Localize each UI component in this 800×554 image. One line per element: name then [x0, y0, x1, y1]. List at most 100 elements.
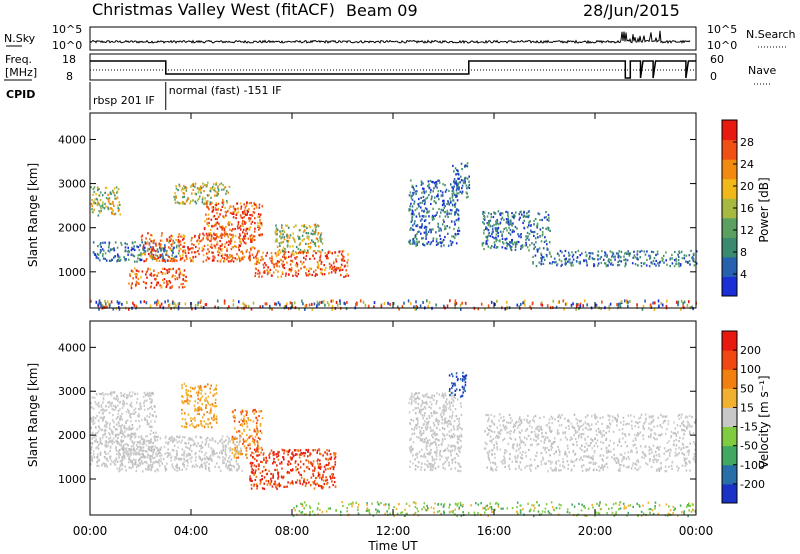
data-cell [105, 259, 108, 262]
data-cell [242, 212, 244, 215]
data-cell [319, 476, 321, 479]
data-cell [279, 251, 282, 254]
data-cell [118, 425, 120, 428]
data-cell [240, 242, 242, 245]
data-cell [650, 303, 652, 307]
data-cell [113, 256, 115, 259]
data-cell [102, 201, 104, 204]
data-cell [135, 305, 138, 309]
nsky-trace [89, 30, 691, 45]
data-cell [134, 272, 136, 275]
data-cell [320, 271, 323, 274]
data-cell [450, 401, 453, 404]
data-cell [225, 233, 227, 236]
data-cell [204, 220, 206, 223]
data-cell [274, 461, 276, 464]
data-cell [609, 250, 612, 253]
data-cell [132, 254, 135, 257]
data-cell [486, 235, 489, 238]
data-cell [198, 450, 201, 453]
data-cell [661, 257, 663, 260]
data-cell [232, 260, 235, 263]
data-cell [442, 405, 444, 408]
data-cell [333, 465, 335, 469]
data-cell [223, 227, 225, 230]
data-cell [534, 237, 537, 240]
colorbar-tick-label: 16 [740, 202, 754, 215]
data-cell [333, 480, 336, 484]
data-cell [441, 438, 444, 441]
data-cell [419, 408, 421, 411]
data-cell [245, 446, 248, 450]
data-cell [568, 261, 571, 264]
data-cell [224, 445, 227, 448]
data-cell [243, 203, 245, 206]
data-cell [129, 414, 131, 417]
data-cell [526, 215, 528, 218]
data-cell [627, 304, 629, 308]
data-cell [242, 224, 244, 228]
data-cell [451, 241, 454, 244]
data-cell [213, 194, 216, 197]
freq-frame [89, 53, 697, 81]
data-cell [410, 179, 412, 182]
data-cell [513, 241, 516, 244]
data-cell [314, 230, 317, 233]
data-cell [217, 254, 220, 257]
data-cell [158, 452, 160, 455]
data-cell [156, 303, 158, 307]
data-cell [259, 429, 262, 433]
data-cell [92, 422, 95, 425]
data-cell [458, 181, 461, 184]
data-cell [453, 182, 456, 185]
data-cell [691, 305, 693, 309]
data-cell [457, 469, 459, 472]
data-cell [100, 242, 102, 245]
data-cell [142, 395, 145, 398]
data-cell [460, 465, 462, 468]
data-cell [252, 452, 255, 455]
data-cell [320, 300, 323, 304]
data-cell [96, 461, 98, 464]
data-cell [593, 264, 596, 267]
data-cell [546, 255, 548, 258]
data-cell [468, 180, 470, 183]
data-cell [225, 439, 227, 442]
data-cell [271, 257, 273, 260]
data-cell [91, 431, 94, 434]
data-cell [149, 245, 152, 249]
data-cell [201, 389, 203, 392]
data-cell [235, 456, 238, 459]
data-cell [446, 213, 448, 216]
data-cell [411, 216, 413, 219]
data-cell [506, 244, 508, 248]
data-cell [185, 388, 187, 391]
data-cell [109, 436, 112, 439]
data-cell [496, 238, 498, 241]
data-cell [231, 212, 233, 215]
data-cell [454, 408, 457, 411]
data-cell [118, 422, 120, 425]
data-cell [133, 255, 136, 258]
data-cell [169, 259, 172, 262]
data-cell [564, 260, 567, 263]
data-cell [128, 428, 130, 431]
data-cell [481, 244, 484, 247]
data-cell [116, 440, 118, 443]
data-cell [130, 438, 132, 441]
data-cell [200, 392, 202, 395]
data-cell [206, 221, 209, 224]
data-cell [126, 402, 128, 405]
data-cell [441, 411, 443, 414]
data-cell [680, 299, 683, 303]
data-cell [204, 399, 206, 402]
data-cell [418, 205, 420, 208]
data-cell [139, 402, 142, 405]
data-cell [103, 416, 105, 420]
data-cell [452, 458, 454, 461]
data-cell [212, 185, 214, 189]
data-cell [428, 451, 431, 454]
data-cell [166, 250, 168, 253]
beam-label: Beam 09 [346, 1, 418, 20]
data-cell [243, 255, 246, 258]
